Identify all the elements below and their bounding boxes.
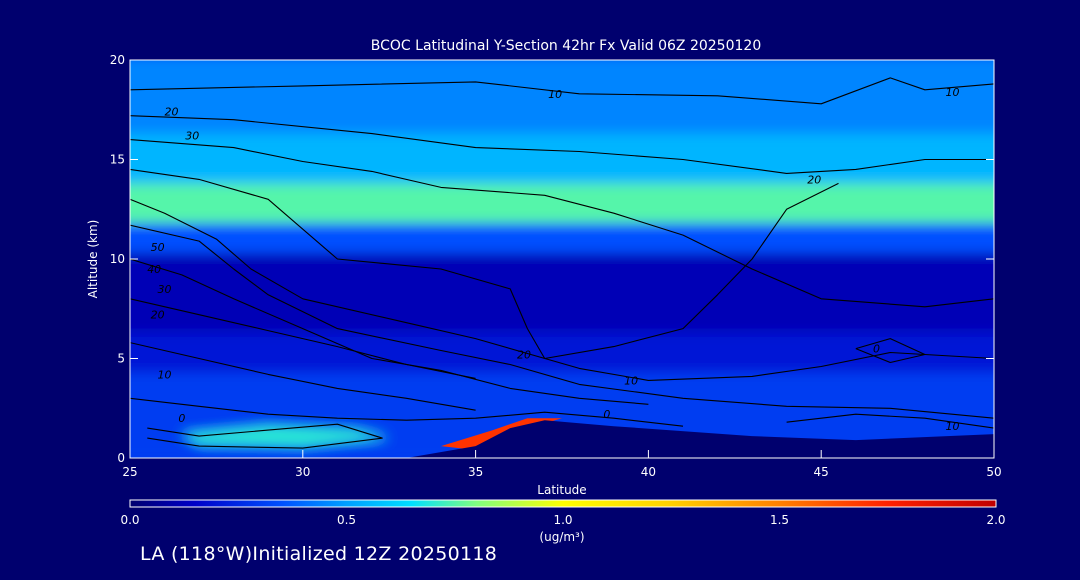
contour-label: 40: [147, 263, 161, 276]
colorbar-tick-label: 2.0: [986, 513, 1005, 527]
contour-labels: 10 10 20 30 20 50 40 30 20 20 10 10 0 0 0 10: [147, 86, 959, 433]
contour-label: 0: [178, 412, 185, 425]
contour-label: 0: [603, 408, 610, 421]
contour-label: 20: [807, 173, 821, 186]
contour-line: [130, 397, 684, 427]
contour-line: [130, 224, 994, 419]
contour-label: 10: [158, 368, 172, 381]
x-tick-label: 35: [468, 465, 483, 479]
surface-plume: [181, 426, 390, 447]
field-band: [130, 60, 994, 134]
y-axis: 0 5 10 15 20: [110, 53, 994, 465]
contour-label: 20: [151, 309, 165, 322]
colorbar-tick-label: 0.5: [337, 513, 356, 527]
y-axis-label: Altitude (km): [86, 220, 100, 299]
contour-label: 30: [158, 283, 172, 296]
contour-lines: [130, 77, 994, 449]
y-tick-label: 15: [110, 153, 125, 167]
contour-line: [147, 423, 383, 449]
contour-line: [130, 139, 994, 308]
colorbar-tick-label: 0.0: [120, 513, 139, 527]
contour-line: [130, 198, 994, 381]
chart-title: BCOC Latitudinal Y-Section 42hr Fx Valid…: [371, 38, 761, 54]
contour-line: [130, 168, 839, 360]
contour-label: 10: [548, 88, 562, 101]
field-bands: [130, 60, 994, 458]
contour-label: 30: [185, 130, 199, 143]
contour-line: [786, 413, 994, 429]
contour-label: 10: [946, 420, 960, 433]
y-tick-label: 20: [110, 53, 125, 67]
contour-label: 50: [151, 241, 165, 254]
colorbar-label: (ug/m³): [539, 530, 584, 544]
initialization-footer: LA (118°W)Initialized 12Z 20250118: [140, 543, 498, 565]
y-tick-label: 5: [117, 352, 125, 366]
contour-line: [130, 77, 994, 105]
contour-line: [130, 115, 994, 174]
terrain-profile: [406, 420, 994, 458]
x-tick-label: 40: [641, 465, 656, 479]
contour-line: [130, 258, 649, 405]
contour-line: [855, 338, 926, 364]
y-tick-label: 10: [110, 252, 125, 266]
contour-line: [130, 298, 476, 379]
y-tick-label: 0: [117, 451, 125, 465]
x-axis: 25 30 35 40 45 50: [122, 450, 1002, 479]
field-band: [130, 125, 994, 184]
x-tick-label: 45: [814, 465, 829, 479]
contour-label: 10: [946, 86, 960, 99]
contour-line: [130, 342, 476, 411]
colorbar-tick-label: 1.0: [553, 513, 572, 527]
concentration-field: [130, 60, 994, 458]
contour-label: 20: [164, 106, 178, 119]
field-band: [130, 245, 994, 333]
colorbar: [129, 499, 997, 508]
x-axis-label: Latitude: [537, 483, 586, 497]
contour-label: 10: [624, 374, 638, 387]
contour-label: 0: [873, 343, 880, 356]
x-tick-label: 25: [122, 465, 137, 479]
x-tick-label: 50: [986, 465, 1001, 479]
x-tick-label: 30: [295, 465, 310, 479]
colorbar-tick-label: 1.5: [770, 513, 789, 527]
contour-label: 20: [517, 349, 531, 362]
colorbar-ticks: 0.0 0.5 1.0 1.5 2.0: [120, 513, 1005, 527]
